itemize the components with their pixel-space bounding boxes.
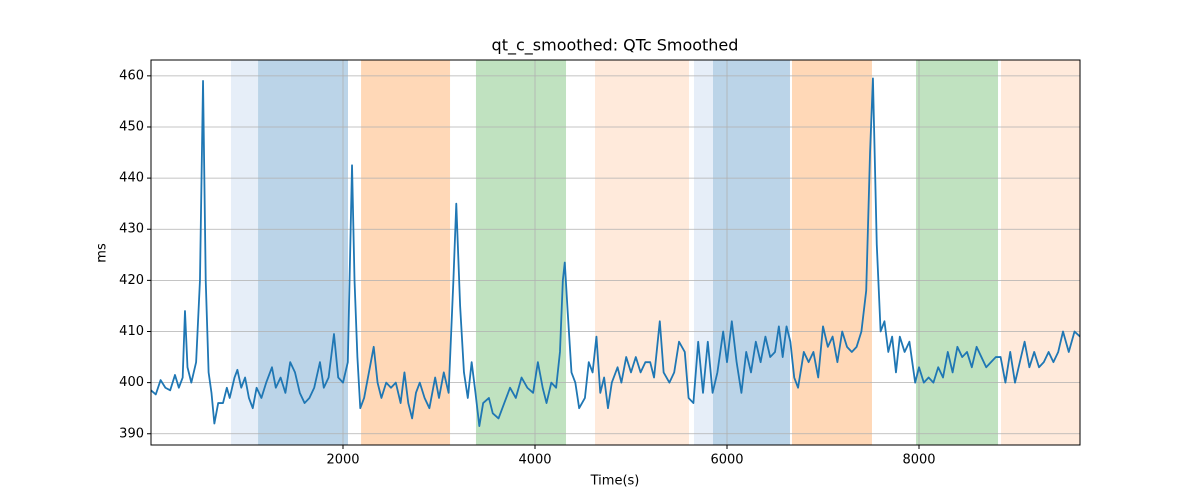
data-line xyxy=(151,77,1080,427)
plot-frame xyxy=(150,59,1081,446)
shaded-span xyxy=(916,60,999,445)
x-axis-label: Time(s) xyxy=(590,474,640,489)
shaded-span xyxy=(1000,60,1080,445)
shaded-span xyxy=(230,60,259,445)
line-layer xyxy=(151,77,1080,427)
x-tick-label: 6000 xyxy=(710,453,743,468)
y-tick-label: 460 xyxy=(119,68,144,83)
shaded-span xyxy=(791,60,872,445)
y-axis-label: ms xyxy=(95,243,110,263)
shaded-span xyxy=(712,60,790,445)
chart-title: qt_c_smoothed: QTc Smoothed xyxy=(492,36,739,56)
shaded-span xyxy=(258,60,348,445)
y-tick-label: 440 xyxy=(119,171,144,186)
shaded-span xyxy=(475,60,567,445)
span-layer xyxy=(230,60,1080,445)
x-tick-label: 8000 xyxy=(902,453,935,468)
y-tick-label: 450 xyxy=(119,119,144,134)
tick-layer: 2000 4000 6000 8000 390 400 410 420 430 440 450 460 xyxy=(119,68,935,467)
y-tick-label: 430 xyxy=(119,222,144,237)
y-tick-label: 390 xyxy=(119,426,144,441)
y-tick-label: 400 xyxy=(119,375,144,390)
shaded-span xyxy=(595,60,689,445)
x-tick-label: 2000 xyxy=(326,453,359,468)
y-tick-label: 420 xyxy=(119,273,144,288)
x-tick-label: 4000 xyxy=(518,453,551,468)
y-tick-label: 410 xyxy=(119,324,144,339)
